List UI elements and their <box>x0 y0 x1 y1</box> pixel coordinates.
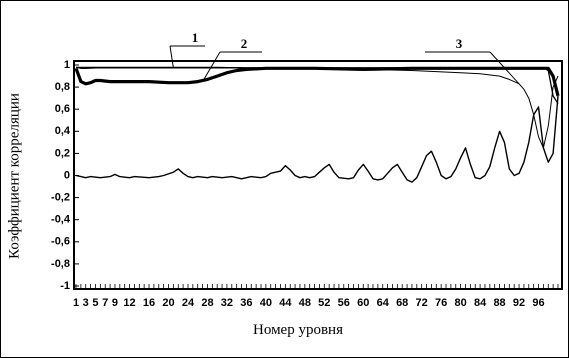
x-tick-label: 48 <box>299 297 311 309</box>
y-tick-label: 0,2 <box>55 147 70 159</box>
x-tick-label: 9 <box>112 297 118 309</box>
x-tick-label: 20 <box>162 297 174 309</box>
x-tick-label: 96 <box>532 297 544 309</box>
callout-label: 1 <box>192 30 199 45</box>
x-tick-label: 1 <box>73 297 79 309</box>
y-tick-label: 1 <box>64 59 70 71</box>
x-axis-title: Номер уровня <box>253 322 343 338</box>
x-tick-label: 5 <box>92 297 98 309</box>
x-tick-label: 60 <box>357 297 369 309</box>
x-tick-label: 3 <box>83 297 89 309</box>
plot-area-frame <box>73 60 563 290</box>
y-tick-label: 0,4 <box>55 125 71 137</box>
x-tick-label: 36 <box>240 297 252 309</box>
x-tick-label: 72 <box>416 297 428 309</box>
x-tick-label: 64 <box>377 297 390 309</box>
callout-leader <box>202 51 221 82</box>
x-tick-label: 40 <box>260 297 272 309</box>
x-tick-label: 12 <box>123 297 135 309</box>
x-axis-ticks: 1 3 5 7 9 12 16 20 24 28 32 36 40 44 48 52 56 60 64 68 72 76 8… <box>73 284 559 309</box>
x-tick-label: 16 <box>143 297 155 309</box>
x-tick-label: 92 <box>513 297 525 309</box>
series-line-4 <box>75 95 559 183</box>
series-line-2 <box>74 66 560 97</box>
y-tick-label: -0,6 <box>51 236 70 248</box>
y-tick-label: -1 <box>60 280 70 292</box>
x-tick-label: 32 <box>221 297 233 309</box>
x-tick-label: 56 <box>338 297 350 309</box>
x-tick-label: 80 <box>455 297 467 309</box>
series-line-3 <box>76 66 559 149</box>
y-tick-label: -0,4 <box>51 214 71 226</box>
y-axis-title: Коэффициент корреляции <box>6 93 22 259</box>
y-tick-label: 0,6 <box>55 103 70 115</box>
callout-label: 2 <box>241 36 248 51</box>
y-tick-label: 0,8 <box>55 81 70 93</box>
x-tick-label: 52 <box>318 297 330 309</box>
x-tick-label: 84 <box>474 297 487 309</box>
x-tick-label: 88 <box>493 297 505 309</box>
x-tick-label: 24 <box>182 297 195 309</box>
callout-leader <box>169 45 174 68</box>
y-tick-label: -0,2 <box>51 192 70 204</box>
y-axis-ticks: 1 0,8 0,6 0,4 0,2 0 -0,2 -0,4 -0,6 -0,8 -1 <box>51 59 79 292</box>
x-tick-label: 68 <box>396 297 408 309</box>
x-tick-label: 28 <box>201 297 213 309</box>
y-tick-label: -0,8 <box>51 258 70 270</box>
x-tick-label: 7 <box>102 297 108 309</box>
callout-layer: 1 2 3 <box>169 30 520 85</box>
y-tick-label: 0 <box>64 169 70 181</box>
x-tick-label: 44 <box>279 297 292 309</box>
callout-label: 3 <box>456 36 463 51</box>
x-tick-label: 76 <box>435 297 447 309</box>
series-layer <box>74 66 560 183</box>
callout-leader <box>489 51 520 85</box>
